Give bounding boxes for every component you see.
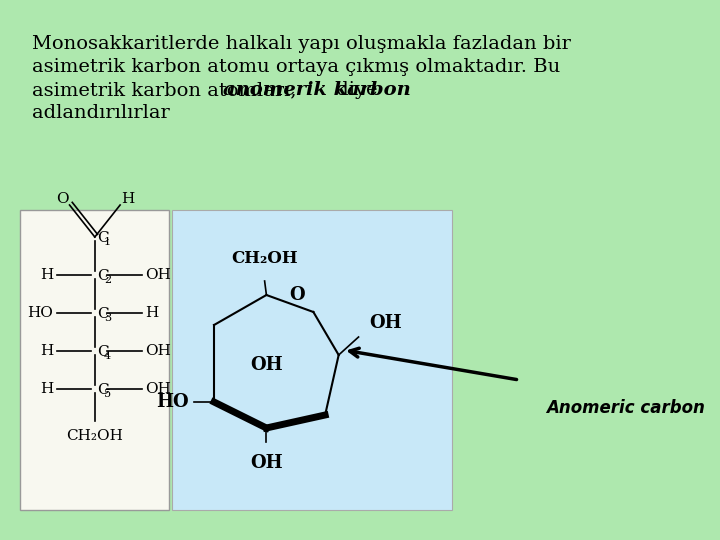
Text: 3: 3 xyxy=(104,313,111,323)
Text: CH₂OH: CH₂OH xyxy=(231,250,298,267)
Text: 1: 1 xyxy=(104,237,111,247)
Text: C: C xyxy=(96,345,108,359)
FancyBboxPatch shape xyxy=(20,210,169,510)
Text: asimetrik karbon atomları,: asimetrik karbon atomları, xyxy=(32,81,302,99)
Text: OH: OH xyxy=(250,454,283,472)
Text: OH: OH xyxy=(145,268,171,282)
Text: C: C xyxy=(96,231,108,245)
Text: H: H xyxy=(40,382,53,396)
Text: CH₂OH: CH₂OH xyxy=(66,429,123,443)
Text: OH: OH xyxy=(145,344,171,358)
Text: HO: HO xyxy=(156,393,189,411)
Text: H: H xyxy=(40,344,53,358)
Text: H: H xyxy=(121,192,134,206)
FancyBboxPatch shape xyxy=(171,210,451,510)
Text: adlandırılırlar: adlandırılırlar xyxy=(32,104,169,122)
Text: Anomeric carbon: Anomeric carbon xyxy=(546,399,706,417)
Text: H: H xyxy=(145,306,158,320)
Text: asimetrik karbon atomu ortaya çıkmış olmaktadır. Bu: asimetrik karbon atomu ortaya çıkmış olm… xyxy=(32,58,560,76)
Text: C: C xyxy=(96,383,108,397)
Text: C: C xyxy=(96,269,108,283)
Text: OH: OH xyxy=(250,356,283,374)
Text: O: O xyxy=(56,192,68,206)
Text: C: C xyxy=(96,307,108,321)
Text: anomerik karbon: anomerik karbon xyxy=(223,81,411,99)
Text: OH: OH xyxy=(369,314,402,332)
Text: Monosakkaritlerde halkalı yapı oluşmakla fazladan bir: Monosakkaritlerde halkalı yapı oluşmakla… xyxy=(32,35,570,53)
Text: 4: 4 xyxy=(104,351,111,361)
Text: OH: OH xyxy=(145,382,171,396)
Text: H: H xyxy=(40,268,53,282)
Text: O: O xyxy=(289,287,305,305)
Text: 5: 5 xyxy=(104,389,111,399)
Text: diye: diye xyxy=(330,81,377,99)
Text: 2: 2 xyxy=(104,275,111,285)
Text: HO: HO xyxy=(27,306,53,320)
